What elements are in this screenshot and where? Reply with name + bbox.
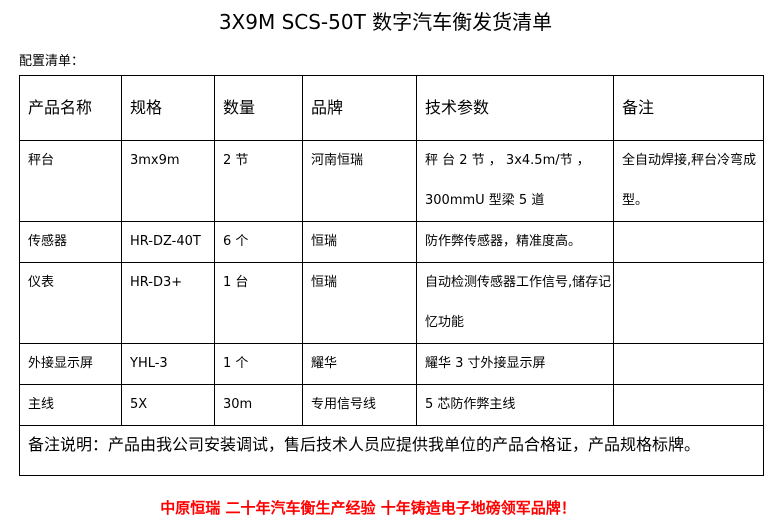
- cell: 耀华: [302, 343, 417, 385]
- cell: 防作弊传感器，精准度高。: [416, 221, 614, 263]
- header-cell: 数量: [214, 75, 303, 141]
- cell: HR-DZ-40T: [121, 221, 215, 263]
- table-row: 主线 5X 30m 专用信号线 5 芯防作弊主线: [19, 384, 764, 426]
- cell: 1 台: [214, 262, 303, 344]
- table-row: 外接显示屏 YHL-3 1 个 耀华 耀华 3 寸外接显示屏: [19, 343, 764, 385]
- cell: 外接显示屏: [19, 343, 122, 385]
- table-row: 传感器 HR-DZ-40T 6 个 恒瑞 防作弊传感器，精准度高。: [19, 221, 764, 263]
- section-label: 配置清单：: [19, 54, 85, 69]
- cell: 传感器: [19, 221, 122, 263]
- cell: 秤台: [19, 140, 122, 222]
- header-cell: 产品名称: [19, 75, 122, 141]
- cell: 河南恒瑞: [302, 140, 417, 222]
- cell: 全自动焊接,秤台冷弯成型。: [613, 140, 764, 222]
- cell: 恒瑞: [302, 262, 417, 344]
- cell: 秤 台 2 节 ， 3x4.5m/节 ，300mmU 型梁 5 道: [416, 140, 614, 222]
- cell: 2 节: [214, 140, 303, 222]
- cell: 专用信号线: [302, 384, 417, 426]
- cell: HR-D3+: [121, 262, 215, 344]
- cell: 5X: [121, 384, 215, 426]
- cell: 仪表: [19, 262, 122, 344]
- page-title: 3X9M SCS-50T 数字汽车衡发货清单: [218, 10, 553, 34]
- cell: [613, 384, 764, 426]
- remark-text: 备注说明：产品由我公司安装调试，售后技术人员应提供我单位的产品合格证，产品规格标…: [19, 425, 764, 476]
- header-cell: 技术参数: [416, 75, 614, 141]
- cell: 5 芯防作弊主线: [416, 384, 614, 426]
- shipping-list-table: 产品名称 规格 数量 品牌 技术参数 备注 秤台 3mx9m 2 节 河南恒瑞 …: [19, 75, 764, 476]
- header-cell: 备注: [613, 75, 764, 141]
- cell: 恒瑞: [302, 221, 417, 263]
- cell: 6 个: [214, 221, 303, 263]
- cell: 耀华 3 寸外接显示屏: [416, 343, 614, 385]
- header-cell: 规格: [121, 75, 215, 141]
- cell: YHL-3: [121, 343, 215, 385]
- header-cell: 品牌: [302, 75, 417, 141]
- brand-slogan: 中原恒瑞 二十年汽车衡生产经验 十年铸造电子地磅领军品牌！: [160, 499, 576, 517]
- cell: 30m: [214, 384, 303, 426]
- cell: 自动检测传感器工作信号,储存记忆功能: [416, 262, 614, 344]
- table-row: 秤台 3mx9m 2 节 河南恒瑞 秤 台 2 节 ， 3x4.5m/节 ，30…: [19, 140, 764, 222]
- cell: [613, 343, 764, 385]
- remark-row: 备注说明：产品由我公司安装调试，售后技术人员应提供我单位的产品合格证，产品规格标…: [19, 425, 764, 476]
- cell: [613, 221, 764, 263]
- cell: 主线: [19, 384, 122, 426]
- cell: 1 个: [214, 343, 303, 385]
- table-row: 仪表 HR-D3+ 1 台 恒瑞 自动检测传感器工作信号,储存记忆功能: [19, 262, 764, 344]
- table-header-row: 产品名称 规格 数量 品牌 技术参数 备注: [19, 75, 764, 141]
- cell: 3mx9m: [121, 140, 215, 222]
- cell: [613, 262, 764, 344]
